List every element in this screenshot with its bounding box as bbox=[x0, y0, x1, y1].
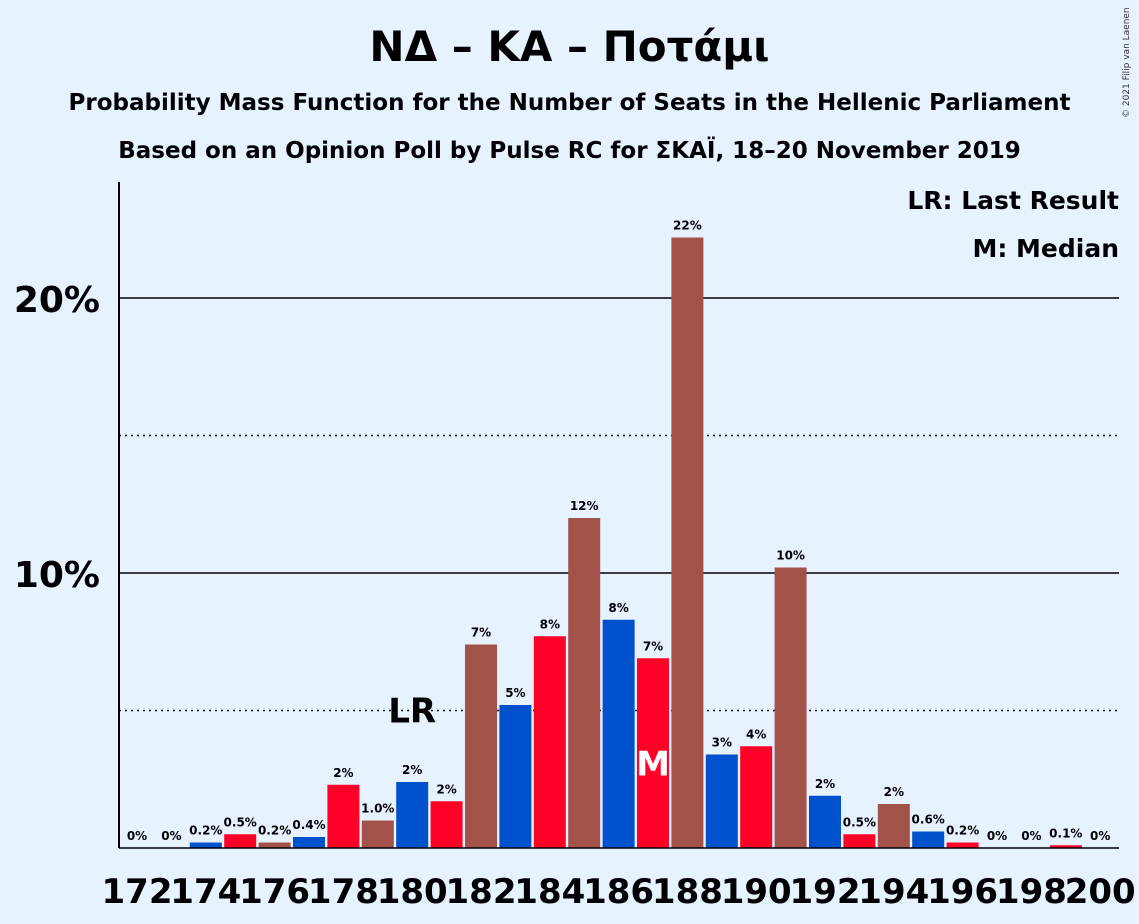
bar-176 bbox=[258, 842, 291, 848]
bar-193 bbox=[843, 834, 876, 848]
bar-label-189: 3% bbox=[712, 736, 732, 750]
bar-label-181: 2% bbox=[436, 782, 456, 796]
bar-label-174: 0.2% bbox=[189, 824, 222, 838]
bar-label-188: 22% bbox=[673, 219, 702, 233]
bar-label-173: 0% bbox=[161, 829, 181, 843]
x-tick-label-172: 172 bbox=[102, 872, 173, 912]
bar-label-190: 4% bbox=[746, 727, 766, 741]
bar-182 bbox=[465, 644, 497, 848]
x-tick-label-200: 200 bbox=[1065, 872, 1136, 912]
legend-median: M: Median bbox=[972, 234, 1119, 263]
median-marker: M bbox=[636, 745, 670, 785]
label-layer: 10%20%1721741761781801821841861881901921… bbox=[14, 219, 1136, 913]
bar-label-195: 0.6% bbox=[912, 813, 945, 827]
x-tick-label-198: 198 bbox=[996, 872, 1067, 912]
bar-label-177: 0.4% bbox=[292, 818, 325, 832]
bar-178 bbox=[327, 784, 360, 848]
bar-label-176: 0.2% bbox=[258, 824, 291, 838]
bar-174 bbox=[189, 842, 222, 848]
x-tick-label-188: 188 bbox=[652, 872, 723, 912]
x-tick-label-178: 178 bbox=[308, 872, 379, 912]
y-tick-label-10: 10% bbox=[14, 555, 100, 596]
bar-label-192: 2% bbox=[815, 777, 835, 791]
x-tick-label-176: 176 bbox=[239, 872, 310, 912]
bar-label-185: 12% bbox=[570, 499, 599, 513]
x-tick-label-182: 182 bbox=[446, 872, 517, 912]
x-tick-label-196: 196 bbox=[927, 872, 998, 912]
chart-title: ΝΔ – ΚΑ – Ποτάμι bbox=[369, 22, 770, 71]
bar-label-178: 2% bbox=[333, 766, 353, 780]
x-tick-label-174: 174 bbox=[170, 872, 241, 912]
bar-label-198: 0% bbox=[1021, 829, 1041, 843]
x-tick-label-186: 186 bbox=[583, 872, 654, 912]
bar-191 bbox=[774, 567, 807, 848]
y-tick-label-20: 20% bbox=[14, 280, 100, 321]
bar-label-180: 2% bbox=[402, 763, 422, 777]
x-tick-label-180: 180 bbox=[377, 872, 448, 912]
bar-194 bbox=[877, 804, 910, 848]
bar-180 bbox=[396, 782, 429, 848]
bar-label-197: 0% bbox=[987, 829, 1007, 843]
x-tick-label-194: 194 bbox=[858, 872, 929, 912]
bar-181 bbox=[430, 801, 463, 848]
bar-192 bbox=[809, 795, 841, 848]
bar-label-199: 0.1% bbox=[1049, 826, 1082, 840]
bar-layer bbox=[189, 237, 1082, 848]
last-result-marker: LR bbox=[388, 692, 436, 732]
bar-label-196: 0.2% bbox=[946, 824, 979, 838]
x-tick-label-184: 184 bbox=[514, 872, 585, 912]
bar-189 bbox=[705, 754, 738, 848]
bar-196 bbox=[946, 842, 979, 848]
bar-185 bbox=[568, 518, 601, 848]
bar-183 bbox=[499, 705, 532, 848]
bar-label-179: 1.0% bbox=[361, 802, 394, 816]
bar-label-175: 0.5% bbox=[224, 815, 257, 829]
bar-label-184: 8% bbox=[540, 617, 560, 631]
bar-187 bbox=[637, 658, 669, 848]
bar-label-191: 10% bbox=[776, 549, 805, 563]
bar-188 bbox=[671, 237, 704, 848]
legend-last-result: LR: Last Result bbox=[907, 186, 1119, 215]
bar-label-193: 0.5% bbox=[843, 815, 876, 829]
chart-subtitle-1: Probability Mass Function for the Number… bbox=[68, 90, 1071, 116]
bar-184 bbox=[533, 636, 566, 848]
x-tick-label-192: 192 bbox=[790, 872, 861, 912]
bar-195 bbox=[912, 831, 945, 848]
bar-186 bbox=[602, 619, 635, 848]
bar-179 bbox=[361, 820, 394, 848]
bar-177 bbox=[293, 837, 325, 848]
bar-label-200: 0% bbox=[1090, 829, 1110, 843]
bar-label-194: 2% bbox=[884, 785, 904, 799]
chart-subtitle-2: Based on an Opinion Poll by Pulse RC for… bbox=[118, 138, 1021, 164]
bar-label-172: 0% bbox=[127, 829, 147, 843]
bar-190 bbox=[740, 746, 773, 848]
bar-label-183: 5% bbox=[505, 686, 525, 700]
bar-label-186: 8% bbox=[608, 601, 628, 615]
x-tick-label-190: 190 bbox=[721, 872, 792, 912]
bar-199 bbox=[1049, 845, 1082, 848]
bar-label-182: 7% bbox=[471, 626, 491, 640]
bar-175 bbox=[224, 834, 257, 848]
bar-label-187: 7% bbox=[643, 639, 663, 653]
